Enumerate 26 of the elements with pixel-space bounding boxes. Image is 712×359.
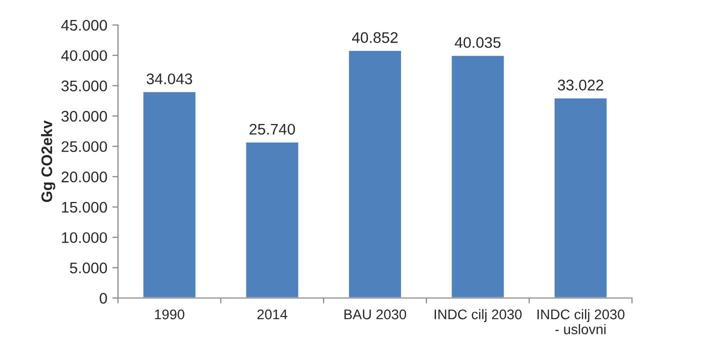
bar — [244, 141, 300, 298]
data-label: 25.740 — [250, 124, 295, 135]
x-tick-label: 2014 — [257, 309, 288, 320]
bar — [553, 96, 608, 298]
bar — [142, 90, 197, 298]
data-label: 33.022 — [558, 80, 604, 90]
y-tick-label: 20.000 — [62, 172, 107, 182]
x-tick-label: 1990 — [155, 309, 184, 320]
y-tick-label: 0 — [100, 292, 107, 304]
y-tick-label: 40.000 — [61, 50, 107, 62]
y-tick-label: 5.000 — [70, 262, 107, 274]
y-tick-label: 30.000 — [61, 110, 107, 122]
x-tick-label: INDC cilj 2030 — [434, 309, 522, 322]
data-label: 40.852 — [352, 32, 398, 43]
y-tick-label: 35.000 — [61, 80, 107, 92]
bar — [348, 49, 402, 298]
bar — [450, 54, 506, 298]
y-tick-label: 45.000 — [61, 20, 107, 31]
y-tick-label: 25.000 — [62, 141, 107, 152]
data-label: 40.035 — [454, 37, 501, 48]
data-label: 34.043 — [146, 73, 192, 84]
y-tick-label: 10.000 — [62, 232, 107, 244]
x-tick-label: INDC cilj 2030 - uslovni — [538, 309, 624, 334]
x-tick-label: BAU 2030 — [344, 309, 406, 320]
y-axis-title: Gg CO2ekv — [40, 120, 56, 202]
y-tick-label: 15.000 — [62, 202, 107, 213]
